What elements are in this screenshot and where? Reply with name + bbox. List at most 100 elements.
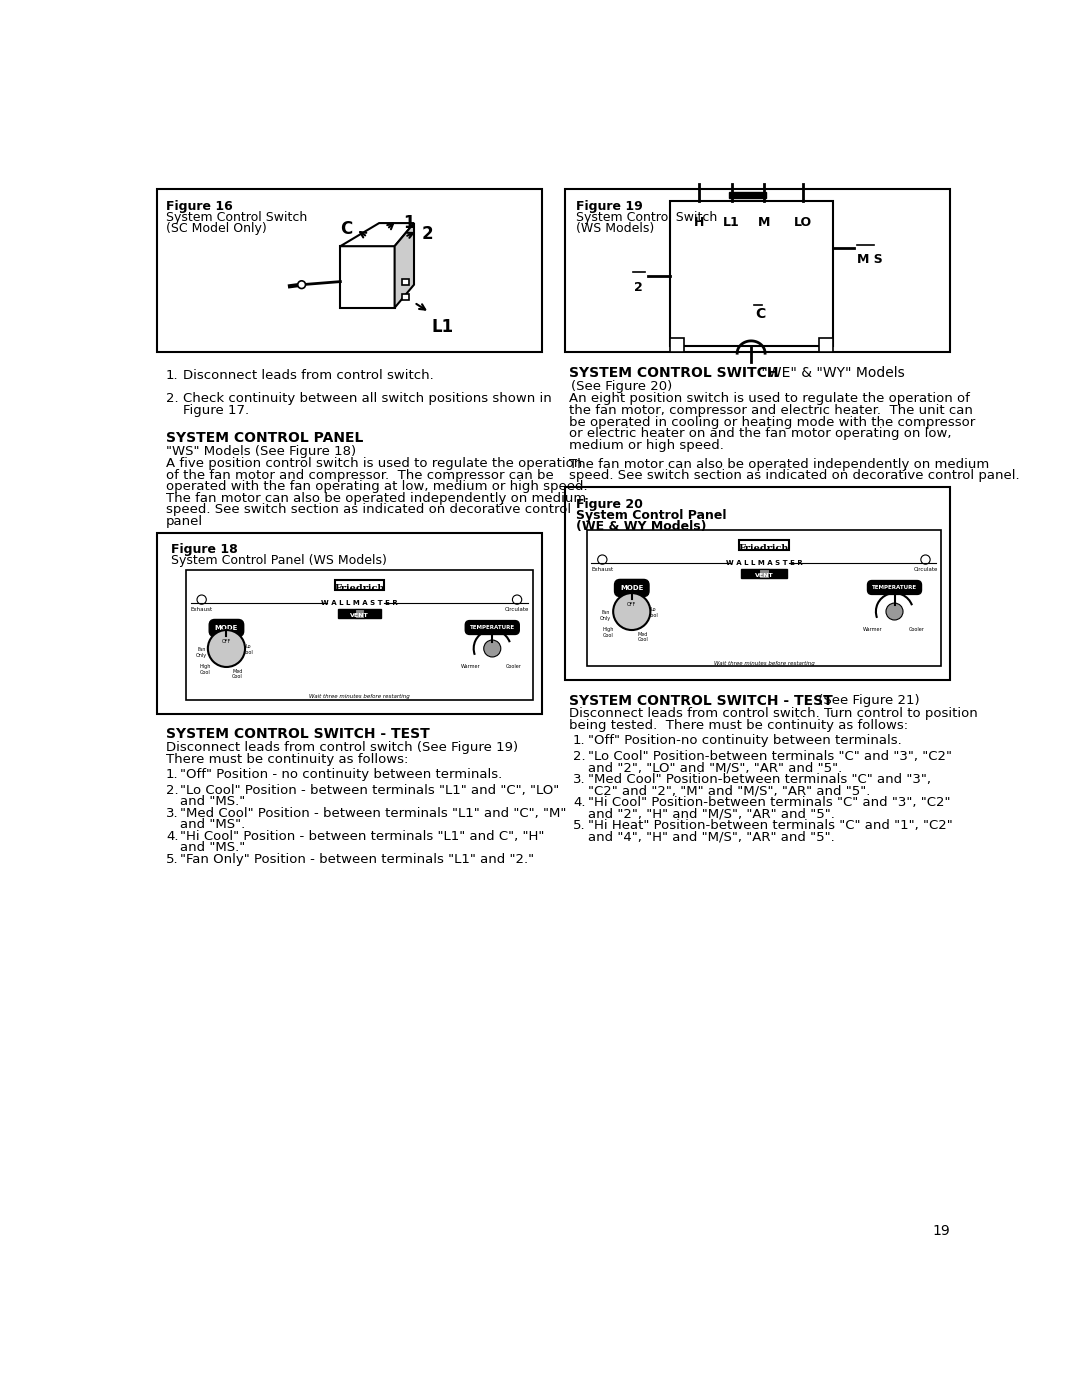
Text: W A L L M A S T E R: W A L L M A S T E R	[726, 560, 802, 566]
Text: "Med Cool" Position-between terminals "C" and "3",: "Med Cool" Position-between terminals "C…	[589, 773, 931, 787]
Text: (WS Models): (WS Models)	[576, 222, 654, 235]
Bar	[354, 609, 364, 617]
Text: "WS" Models (See Figure 18): "WS" Models (See Figure 18)	[166, 444, 356, 458]
FancyBboxPatch shape	[739, 539, 788, 549]
Text: Med
Cool: Med Cool	[232, 669, 243, 679]
Text: 2.: 2.	[166, 393, 178, 405]
Text: medium or high speed.: medium or high speed.	[569, 439, 724, 451]
Bar	[819, 338, 833, 352]
Text: High
Cool: High Cool	[603, 627, 615, 638]
Text: Figure 19: Figure 19	[576, 200, 643, 212]
Text: Cooler: Cooler	[507, 664, 522, 669]
Text: be operated in cooling or heating mode with the compressor: be operated in cooling or heating mode w…	[569, 415, 975, 429]
Text: Figure 17.: Figure 17.	[183, 404, 249, 418]
Text: Figure 16: Figure 16	[166, 200, 233, 212]
Text: 4.: 4.	[572, 796, 585, 809]
Text: High
Cool: High Cool	[199, 664, 211, 675]
Text: There must be continuity as follows:: There must be continuity as follows:	[166, 753, 408, 766]
Text: Wait three minutes before restarting: Wait three minutes before restarting	[714, 661, 814, 666]
Text: SYSTEM CONTROL SWITCH: SYSTEM CONTROL SWITCH	[569, 366, 779, 380]
Circle shape	[207, 630, 245, 666]
Text: SYSTEM CONTROL SWITCH - TEST: SYSTEM CONTROL SWITCH - TEST	[166, 728, 430, 742]
Bar	[403, 278, 408, 285]
Text: Disconnect leads from control switch. Turn control to position: Disconnect leads from control switch. Tu…	[569, 707, 977, 721]
Text: and "MS.": and "MS."	[180, 841, 245, 855]
Text: An eight position switch is used to regulate the operation of: An eight position switch is used to regu…	[569, 393, 970, 405]
Text: Disconnect leads from control switch (See Figure 19): Disconnect leads from control switch (Se…	[166, 742, 518, 754]
Text: 1.: 1.	[166, 369, 178, 383]
Text: (See Figure 20): (See Figure 20)	[571, 380, 673, 393]
Text: Fan
Only: Fan Only	[599, 610, 611, 620]
Text: TEMPERATURE: TEMPERATURE	[470, 624, 515, 630]
Text: System Control Switch: System Control Switch	[576, 211, 717, 224]
Text: System Control Panel: System Control Panel	[576, 509, 727, 521]
Text: 2: 2	[422, 225, 433, 243]
Text: OFF: OFF	[221, 640, 231, 644]
Text: SYSTEM CONTROL SWITCH - TEST: SYSTEM CONTROL SWITCH - TEST	[569, 693, 833, 707]
Text: or electric heater on and the fan motor operating on low,: or electric heater on and the fan motor …	[569, 427, 951, 440]
Text: The fan motor can also be operated independently on medium: The fan motor can also be operated indep…	[569, 458, 989, 471]
Text: Lo
Cool: Lo Cool	[243, 644, 254, 655]
Text: Friedrich: Friedrich	[334, 584, 384, 594]
Text: Lo
Cool: Lo Cool	[648, 606, 659, 617]
Text: "Lo Cool" Position - between terminals "L1" and "C", "LO": "Lo Cool" Position - between terminals "…	[180, 784, 559, 796]
Text: 3.: 3.	[166, 806, 178, 820]
Circle shape	[298, 281, 306, 289]
Text: being tested.  There must be continuity as follows:: being tested. There must be continuity a…	[569, 719, 908, 732]
Bar	[565, 189, 950, 352]
Text: 3.: 3.	[572, 773, 585, 787]
Text: "Hi Cool" Position-between terminals "C" and "3", "C2": "Hi Cool" Position-between terminals "C"…	[589, 796, 950, 809]
Text: 19: 19	[932, 1224, 950, 1238]
Text: Check continuity between all switch positions shown in: Check continuity between all switch posi…	[183, 393, 552, 405]
Text: Figure 18: Figure 18	[171, 543, 238, 556]
Text: (SC Model Only): (SC Model Only)	[166, 222, 267, 235]
Text: Fan
Only: Fan Only	[197, 647, 207, 658]
Text: (WE & WY Models): (WE & WY Models)	[576, 520, 706, 532]
Text: A five position control switch is used to regulate the operation: A five position control switch is used t…	[166, 457, 582, 471]
Text: Warmer: Warmer	[461, 664, 481, 669]
Text: M S: M S	[858, 253, 883, 265]
Text: Figure 20: Figure 20	[576, 497, 643, 511]
Text: Circulate: Circulate	[504, 606, 529, 612]
Circle shape	[613, 594, 650, 630]
Text: Circulate: Circulate	[914, 567, 937, 571]
Text: Friedrich: Friedrich	[739, 545, 789, 553]
Bar	[670, 201, 833, 345]
Bar	[403, 293, 408, 300]
Text: 1.: 1.	[166, 768, 178, 781]
Polygon shape	[340, 224, 414, 246]
Bar	[729, 191, 767, 197]
Text: "Off" Position-no continuity between terminals.: "Off" Position-no continuity between ter…	[589, 735, 902, 747]
Text: SYSTEM CONTROL PANEL: SYSTEM CONTROL PANEL	[166, 432, 363, 446]
Text: L1: L1	[724, 217, 740, 229]
Text: "Hi Cool" Position - between terminals "L1" and C", "H": "Hi Cool" Position - between terminals "…	[180, 830, 544, 842]
Text: System Control Panel (WS Models): System Control Panel (WS Models)	[171, 555, 387, 567]
Text: C: C	[755, 307, 766, 321]
Text: "Off" Position - no continuity between terminals.: "Off" Position - no continuity between t…	[180, 768, 502, 781]
Text: 5.: 5.	[166, 854, 178, 866]
Text: "C2" and "2", "M" and "M/S", "AR" and "5".: "C2" and "2", "M" and "M/S", "AR" and "5…	[589, 784, 870, 798]
Text: and "MS.": and "MS."	[180, 795, 245, 809]
Text: Disconnect leads from control switch.: Disconnect leads from control switch.	[183, 369, 434, 383]
Text: Exhaust: Exhaust	[190, 606, 213, 612]
Text: LO: LO	[794, 217, 812, 229]
FancyBboxPatch shape	[335, 580, 384, 590]
Text: speed. See switch section as indicated on decorative control panel.: speed. See switch section as indicated o…	[569, 469, 1020, 482]
Bar	[741, 569, 787, 578]
Bar	[670, 338, 684, 352]
Text: and "MS".: and "MS".	[180, 819, 245, 831]
Text: and "4", "H" and "M/S", "AR" and "5".: and "4", "H" and "M/S", "AR" and "5".	[589, 831, 835, 844]
Text: "Fan Only" Position - between terminals "L1" and "2.": "Fan Only" Position - between terminals …	[180, 854, 535, 866]
Bar	[346, 254, 389, 302]
Text: H: H	[693, 217, 704, 229]
Text: Cooler: Cooler	[908, 627, 924, 631]
Text: and "2", "H" and "M/S", "AR" and "5".: and "2", "H" and "M/S", "AR" and "5".	[589, 807, 835, 820]
Text: speed. See switch section as indicated on decorative control: speed. See switch section as indicated o…	[166, 503, 571, 517]
Text: VENT: VENT	[350, 613, 368, 619]
Text: MODE: MODE	[620, 585, 644, 591]
Text: MODE: MODE	[215, 624, 238, 631]
Text: Wait three minutes before restarting: Wait three minutes before restarting	[309, 694, 409, 700]
Bar	[338, 609, 381, 617]
Text: panel: panel	[166, 515, 203, 528]
Text: 2: 2	[634, 281, 643, 293]
